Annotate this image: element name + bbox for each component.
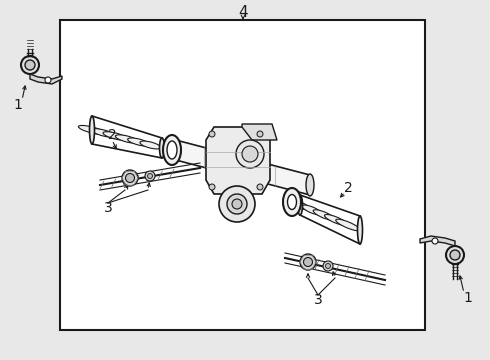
Polygon shape	[242, 124, 277, 140]
Circle shape	[21, 56, 39, 74]
Ellipse shape	[103, 132, 127, 140]
Ellipse shape	[115, 135, 139, 143]
Ellipse shape	[283, 188, 301, 216]
Ellipse shape	[163, 135, 181, 165]
Ellipse shape	[303, 257, 313, 266]
Circle shape	[25, 60, 35, 70]
Ellipse shape	[306, 174, 314, 196]
Text: 1: 1	[14, 98, 23, 112]
Ellipse shape	[325, 264, 330, 269]
Ellipse shape	[145, 171, 155, 181]
Ellipse shape	[147, 174, 152, 179]
Polygon shape	[30, 74, 62, 84]
Ellipse shape	[125, 174, 134, 183]
Ellipse shape	[122, 170, 138, 186]
Polygon shape	[168, 138, 310, 195]
Ellipse shape	[302, 205, 322, 215]
Bar	[60, 20, 425, 330]
Circle shape	[236, 140, 264, 168]
Ellipse shape	[313, 210, 335, 220]
Circle shape	[432, 238, 438, 244]
Ellipse shape	[90, 116, 95, 144]
Text: 2: 2	[343, 181, 352, 195]
Circle shape	[446, 246, 464, 264]
Polygon shape	[206, 127, 270, 194]
Ellipse shape	[91, 129, 117, 138]
Ellipse shape	[140, 141, 161, 149]
Text: 4: 4	[238, 5, 248, 19]
Circle shape	[227, 194, 247, 214]
Ellipse shape	[300, 254, 316, 270]
Ellipse shape	[324, 215, 347, 225]
Polygon shape	[420, 236, 455, 246]
Text: 3: 3	[103, 201, 112, 215]
Ellipse shape	[358, 216, 363, 244]
Ellipse shape	[336, 219, 360, 231]
Circle shape	[209, 131, 215, 137]
Circle shape	[450, 250, 460, 260]
Circle shape	[257, 184, 263, 190]
Ellipse shape	[78, 126, 105, 135]
Circle shape	[242, 146, 258, 162]
Ellipse shape	[160, 138, 165, 158]
Ellipse shape	[291, 200, 309, 210]
Ellipse shape	[288, 194, 296, 210]
Circle shape	[45, 77, 51, 83]
Circle shape	[209, 184, 215, 190]
Circle shape	[219, 186, 255, 222]
Ellipse shape	[323, 261, 333, 271]
Text: 1: 1	[464, 291, 472, 305]
Text: 2: 2	[108, 128, 117, 142]
Text: 3: 3	[314, 293, 322, 307]
Circle shape	[257, 131, 263, 137]
Ellipse shape	[167, 141, 177, 159]
Circle shape	[232, 199, 242, 209]
Ellipse shape	[128, 138, 149, 146]
Ellipse shape	[164, 137, 172, 159]
Ellipse shape	[297, 195, 302, 215]
